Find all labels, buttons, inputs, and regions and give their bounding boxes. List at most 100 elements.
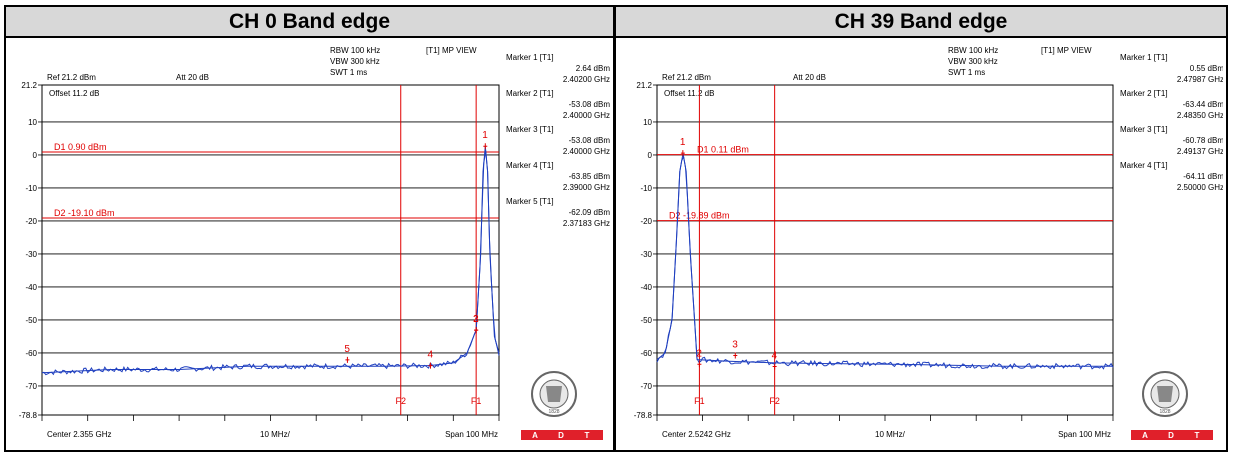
marker-2-point: [697, 361, 702, 368]
y-tick-label: -70: [640, 382, 652, 391]
frequency-division-label: 10 MHz/: [260, 430, 291, 439]
marker-table-frequency: 2.47987 GHz: [1177, 75, 1223, 84]
bureau-veritas-seal-icon: 1828: [531, 371, 577, 417]
marker-3-point: [733, 352, 738, 359]
reference-line-label-2: D2 -19.10 dBm: [54, 208, 115, 218]
y-tick-label: 0: [33, 151, 38, 160]
y-tick-label: 10: [643, 118, 652, 127]
frequency-division-label: 10 MHz/: [875, 430, 906, 439]
marker-4-point: [772, 363, 777, 370]
attenuation-label: Att 20 dB: [793, 73, 826, 82]
frequency-line-label-f2: F2: [395, 396, 406, 406]
plot-area: 21.2 10 0 -10 -20 -30 -40 -50 -60 -70 -78.8 Offset …: [19, 81, 500, 421]
trace-line: [41, 150, 500, 376]
y-tick-label: -40: [25, 283, 37, 292]
marker-table-level: -53.08 dBm: [569, 100, 611, 109]
marker-4-number: 4: [427, 350, 433, 361]
marker-table-frequency: 2.40000 GHz: [563, 111, 610, 120]
reference-line-label-1: D1 0.11 dBm: [697, 145, 749, 155]
center-frequency-label: Center 2.355 GHz: [47, 430, 111, 439]
figure-frame: [4, 5, 1228, 452]
view-mode-label: [T1] MP VIEW: [1041, 46, 1092, 55]
marker-table-frequency: 2.39000 GHz: [563, 183, 610, 192]
spectrum-panel-ch0: RBW 100 kHz VBW 300 kHz SWT 1 ms [T1] MP…: [6, 38, 612, 450]
marker-3-number: 3: [732, 340, 738, 351]
marker-table-label: Marker 2 [T1]: [1120, 89, 1168, 98]
span-label: Span 100 MHz: [1058, 430, 1111, 439]
center-frequency-label: Center 2.5242 GHz: [662, 430, 731, 439]
y-tick-label: 21.2: [21, 81, 37, 90]
y-tick-label: -50: [25, 316, 37, 325]
marker-table-frequency: 2.40200 GHz: [563, 75, 610, 84]
marker-table-frequency: 2.50000 GHz: [1177, 183, 1223, 192]
marker-table-level: -64.11 dBm: [1183, 172, 1223, 181]
panel-title-ch0: CH 0 Band edge: [6, 7, 613, 38]
marker-4-number: 4: [772, 351, 778, 362]
vbw-label: VBW 300 kHz: [330, 57, 380, 66]
marker-table-level: -53.08 dBm: [569, 136, 611, 145]
marker-5-point: [345, 356, 350, 363]
marker-table-level: -62.09 dBm: [569, 208, 611, 217]
marker-table-label: Marker 3 [T1]: [506, 125, 554, 134]
y-tick-label: -30: [25, 250, 37, 259]
vbw-label: VBW 300 kHz: [948, 57, 998, 66]
header-text: RBW 100 kHz VBW 300 kHz SWT 1 ms [T1] MP…: [47, 46, 477, 82]
spectrum-plot-ch0: RBW 100 kHz VBW 300 kHz SWT 1 ms [T1] MP…: [19, 46, 610, 440]
bureau-veritas-seal-icon: 1828: [1142, 371, 1188, 417]
y-tick-label: -40: [640, 283, 652, 292]
marker-3-number: 3: [473, 314, 479, 325]
offset-label: Offset 11.2 dB: [49, 89, 99, 98]
rbw-label: RBW 100 kHz: [330, 46, 380, 55]
frequency-line-label-f1: F1: [694, 396, 705, 406]
y-tick-label: 21.2: [636, 81, 652, 90]
adt-badge-letter: A: [532, 431, 538, 440]
header-text: RBW 100 kHz VBW 300 kHz SWT 1 ms [T1] MP…: [662, 46, 1092, 82]
adt-badge-letter: D: [558, 431, 564, 440]
marker-table-level: -60.78 dBm: [1183, 136, 1223, 145]
seal-year: 1828: [1159, 409, 1170, 415]
frequency-line-label-f1: F1: [471, 396, 482, 406]
marker-4-point: [428, 362, 433, 369]
trace-peak: [656, 153, 1113, 367]
marker-1-point: [483, 143, 488, 150]
seal-year: 1828: [548, 409, 559, 415]
y-tick-label: -60: [25, 349, 37, 358]
ref-level-label: Ref 21.2 dBm: [47, 73, 96, 82]
marker-2-number: 2: [696, 348, 702, 359]
adt-badge-letter: A: [1142, 431, 1148, 440]
panel-title-ch39: CH 39 Band edge: [616, 7, 1226, 38]
y-tick-label: -78.8: [634, 411, 653, 420]
ref-level-label: Ref 21.2 dBm: [662, 73, 711, 82]
attenuation-label: Att 20 dB: [176, 73, 209, 82]
marker-table-label: Marker 4 [T1]: [506, 161, 554, 170]
y-tick-label: -78.8: [19, 411, 38, 420]
frequency-line-label-f2: F2: [769, 396, 780, 406]
y-tick-label: -30: [640, 250, 652, 259]
marker-1-number: 1: [482, 130, 488, 141]
marker-table-frequency: 2.49137 GHz: [1177, 147, 1223, 156]
marker-table-frequency: 2.48350 GHz: [1177, 111, 1223, 120]
swt-label: SWT 1 ms: [330, 68, 367, 77]
marker-table: Marker 1 [T1] 0.55 dBm 2.47987 GHz Marker 2…: [1120, 53, 1224, 192]
footer-text: Center 2.5242 GHz 10 MHz/ Span 100 MHz: [662, 430, 1111, 439]
marker-table-label: Marker 1 [T1]: [1120, 53, 1168, 62]
marker-table: Marker 1 [T1] 2.64 dBm 2.40200 GHz Marker 2…: [506, 53, 610, 228]
rbw-label: RBW 100 kHz: [948, 46, 998, 55]
footer-text: Center 2.355 GHz 10 MHz/ Span 100 MHz: [47, 430, 498, 439]
span-label: Span 100 MHz: [445, 430, 498, 439]
adt-badge: [1131, 430, 1213, 440]
y-tick-label: -20: [25, 217, 37, 226]
plot-area: 21.2 10 0 -10 -20 -30 -40 -50 -60 -70 -78.8 Offset …: [634, 81, 1114, 421]
marker-table-label: Marker 4 [T1]: [1120, 161, 1168, 170]
adt-badge-letter: T: [1195, 431, 1200, 440]
marker-table-level: 2.64 dBm: [576, 64, 611, 73]
marker-table-frequency: 2.37183 GHz: [563, 219, 610, 228]
panel-divider: [613, 5, 616, 452]
y-tick-label: -50: [640, 316, 652, 325]
y-tick-label: 0: [648, 151, 653, 160]
marker-table-label: Marker 2 [T1]: [506, 89, 554, 98]
marker-table-level: 0.55 dBm: [1190, 64, 1223, 73]
adt-badge-letter: D: [1168, 431, 1174, 440]
spectrum-plot-ch39: RBW 100 kHz VBW 300 kHz SWT 1 ms [T1] MP…: [634, 46, 1224, 440]
adt-badge-letter: T: [585, 431, 590, 440]
